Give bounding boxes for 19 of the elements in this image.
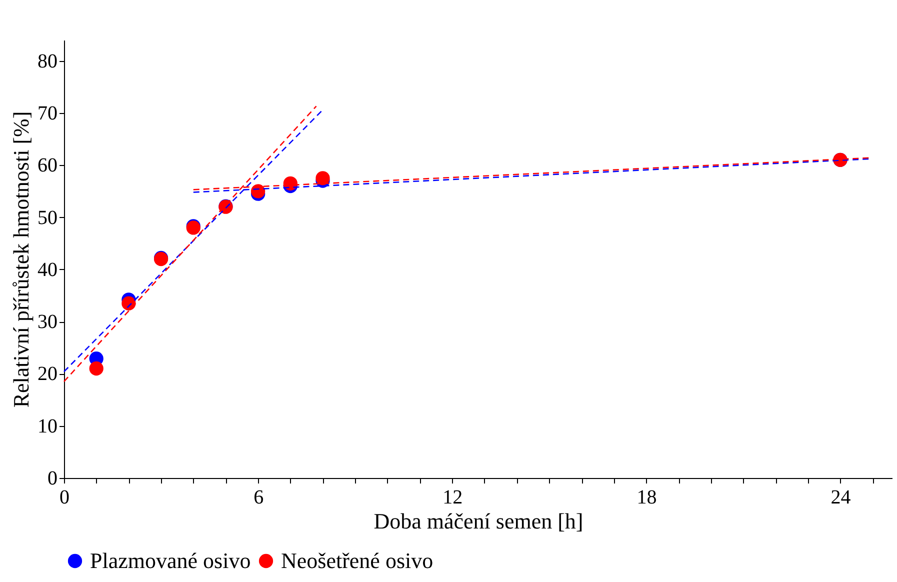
x-axis-title: Doba máčení semen [h]	[374, 508, 584, 534]
legend-label: Plazmované osivo	[90, 548, 251, 573]
y-tick-label: 70	[38, 102, 58, 124]
x-tick-label: 6	[254, 486, 264, 508]
point	[316, 171, 330, 186]
y-tick-label: 30	[38, 311, 58, 334]
y-tick-label: 20	[38, 363, 58, 386]
y-tick-label: 60	[38, 154, 58, 177]
x-tick-label: 18	[636, 486, 657, 508]
y-tick-label: 40	[38, 258, 58, 281]
y-tick-label: 80	[38, 50, 58, 72]
y-tick-label: 0	[48, 468, 58, 490]
legend-label: Neošetřené osivo	[281, 548, 434, 573]
y-tick-label: 50	[38, 206, 58, 229]
x-tick-label: 24	[830, 486, 851, 508]
point	[89, 361, 104, 376]
y-axis-title: Relativní přírůstek hmotnosti [%]	[8, 111, 34, 408]
y-tick-label: 10	[38, 415, 58, 438]
x-tick-label: 12	[442, 486, 463, 508]
